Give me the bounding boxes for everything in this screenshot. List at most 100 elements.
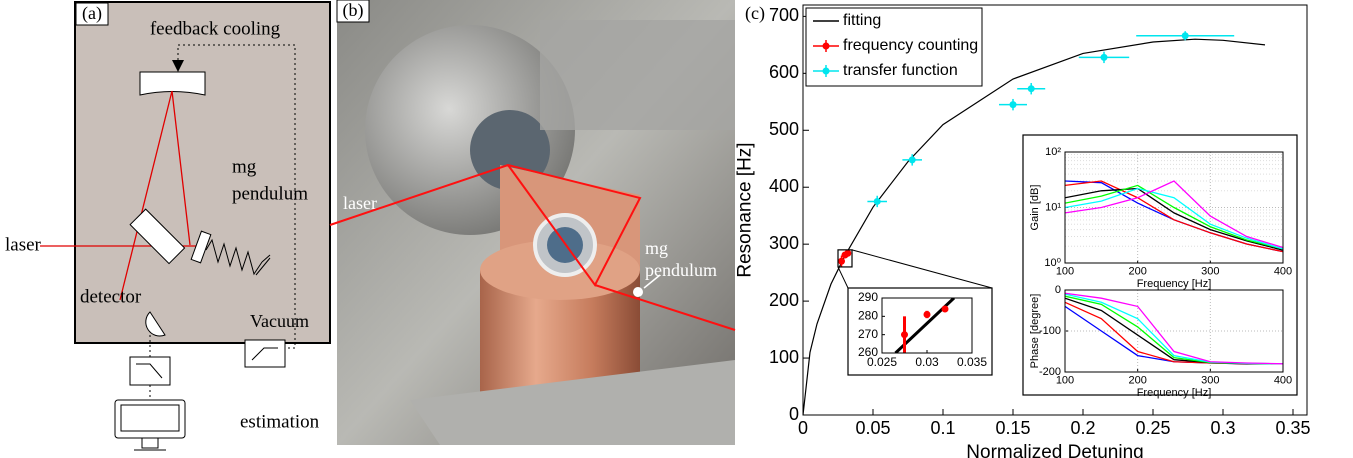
axes-frame [881,297,973,354]
detector [145,311,166,337]
plot-area [1065,292,1283,365]
y-tick-label: 300 [769,233,799,253]
series-line [1065,180,1283,249]
point [873,197,881,205]
x-tick-label: 0.03 [915,355,939,369]
point [923,311,931,318]
y-tick-label: 10⁰ [1044,257,1061,269]
y-axis-label: Resonance [Hz] [734,142,755,277]
vacuum-box [74,1,331,344]
panel-label: (a) [82,3,102,24]
pendulum-label: mg [645,238,668,258]
point [941,305,949,313]
pendulum [633,287,643,297]
filter-icon [136,363,163,379]
laser-label: laser [343,193,377,213]
legend-label: frequency counting [843,37,978,54]
series-line [1065,187,1283,251]
x-tick-label: 400 [1274,375,1292,387]
feedback-label: feedback cooling [150,18,281,39]
y-tick-label: 700 [769,5,799,25]
zoom-region [837,249,853,268]
y-tick-label: -100 [1039,325,1061,337]
point [1009,101,1017,109]
y-axis-label: Gain [dB] [1029,185,1041,231]
y-tick-label: 600 [769,62,799,82]
y-tick-label: 0 [789,404,799,424]
pendulum-label: pendulum [645,260,717,280]
axes-frame [1064,151,1284,264]
y-axis-label: Phase [degree] [1029,294,1041,369]
x-tick-label: 200 [1128,266,1146,278]
estimation-label: estimation [240,411,320,432]
zoom-connector [851,249,993,289]
panel-label: (c) [745,3,765,24]
series-line [1065,292,1283,365]
legend-swatch [822,42,830,50]
arrow [172,60,184,72]
x-axis-label: Frequency [Hz] [1137,387,1212,399]
y-tick-label: 290 [858,290,878,304]
x-tick-label: 100 [1056,266,1074,278]
panel-a: (a) feedback cooling mg pendulum laser d… [5,1,331,451]
mirror [139,71,206,96]
legend-label: transfer function [843,62,958,79]
series-line [1065,180,1283,253]
point [908,156,916,164]
x-tick-label: 200 [1128,375,1146,387]
axes-frame [1064,289,1284,373]
x-tick-label: 0.25 [1135,418,1170,438]
zoom-connector [837,266,849,289]
filter-icon [251,347,278,361]
x-axis-label: Frequency [Hz] [1137,278,1212,290]
inset-background [1022,134,1298,396]
x-tick-label: 0.025 [867,355,897,369]
base [410,360,735,445]
series-line [1065,184,1283,250]
x-tick-label: 400 [1274,266,1292,278]
x-tick-label: 0.15 [995,418,1030,438]
point [838,257,845,265]
pendulum-label: mg [232,156,257,177]
x-tick-label: 0.05 [855,418,890,438]
label-box [336,0,370,23]
y-tick-label: 10¹ [1045,201,1061,213]
x-tick-label: 0.3 [1210,418,1235,438]
laser-label: laser [5,234,42,255]
point [1027,85,1035,93]
filter [129,356,171,386]
vacuum-label: Vacuum [250,311,309,331]
screen [120,404,180,432]
beam-splitter [129,208,186,265]
series-line [803,38,1266,415]
plot-area [1065,180,1283,253]
x-tick-label: 300 [1201,266,1219,278]
y-tick-label: 400 [769,176,799,196]
x-tick-label: 0 [798,418,808,438]
point [1100,53,1108,61]
y-tick-label: 260 [858,345,878,359]
detector-label: detector [80,286,142,307]
panel-label: (b) [343,0,364,21]
mount [540,20,735,130]
y-tick-label: 270 [858,327,878,341]
series-line [1065,187,1283,250]
x-tick-label: 300 [1201,375,1219,387]
x-axis-label: Normalized Detuning [966,442,1143,458]
y-tick-label: 500 [769,119,799,139]
x-tick-label: 0.035 [957,355,987,369]
x-tick-label: 0.1 [930,418,955,438]
spring [205,238,271,276]
x-tick-label: 100 [1056,375,1074,387]
panel-b: (b) mg pendulum laser [329,0,736,445]
axes-frame [802,4,1308,416]
point [1181,32,1189,40]
label-box [75,2,109,26]
x-tick-label: 0.2 [1070,418,1095,438]
stand [134,438,166,451]
filter [244,339,286,368]
y-tick-label: 100 [769,347,799,367]
pendulum-mass [190,230,212,264]
y-tick-label: 10² [1045,146,1061,158]
